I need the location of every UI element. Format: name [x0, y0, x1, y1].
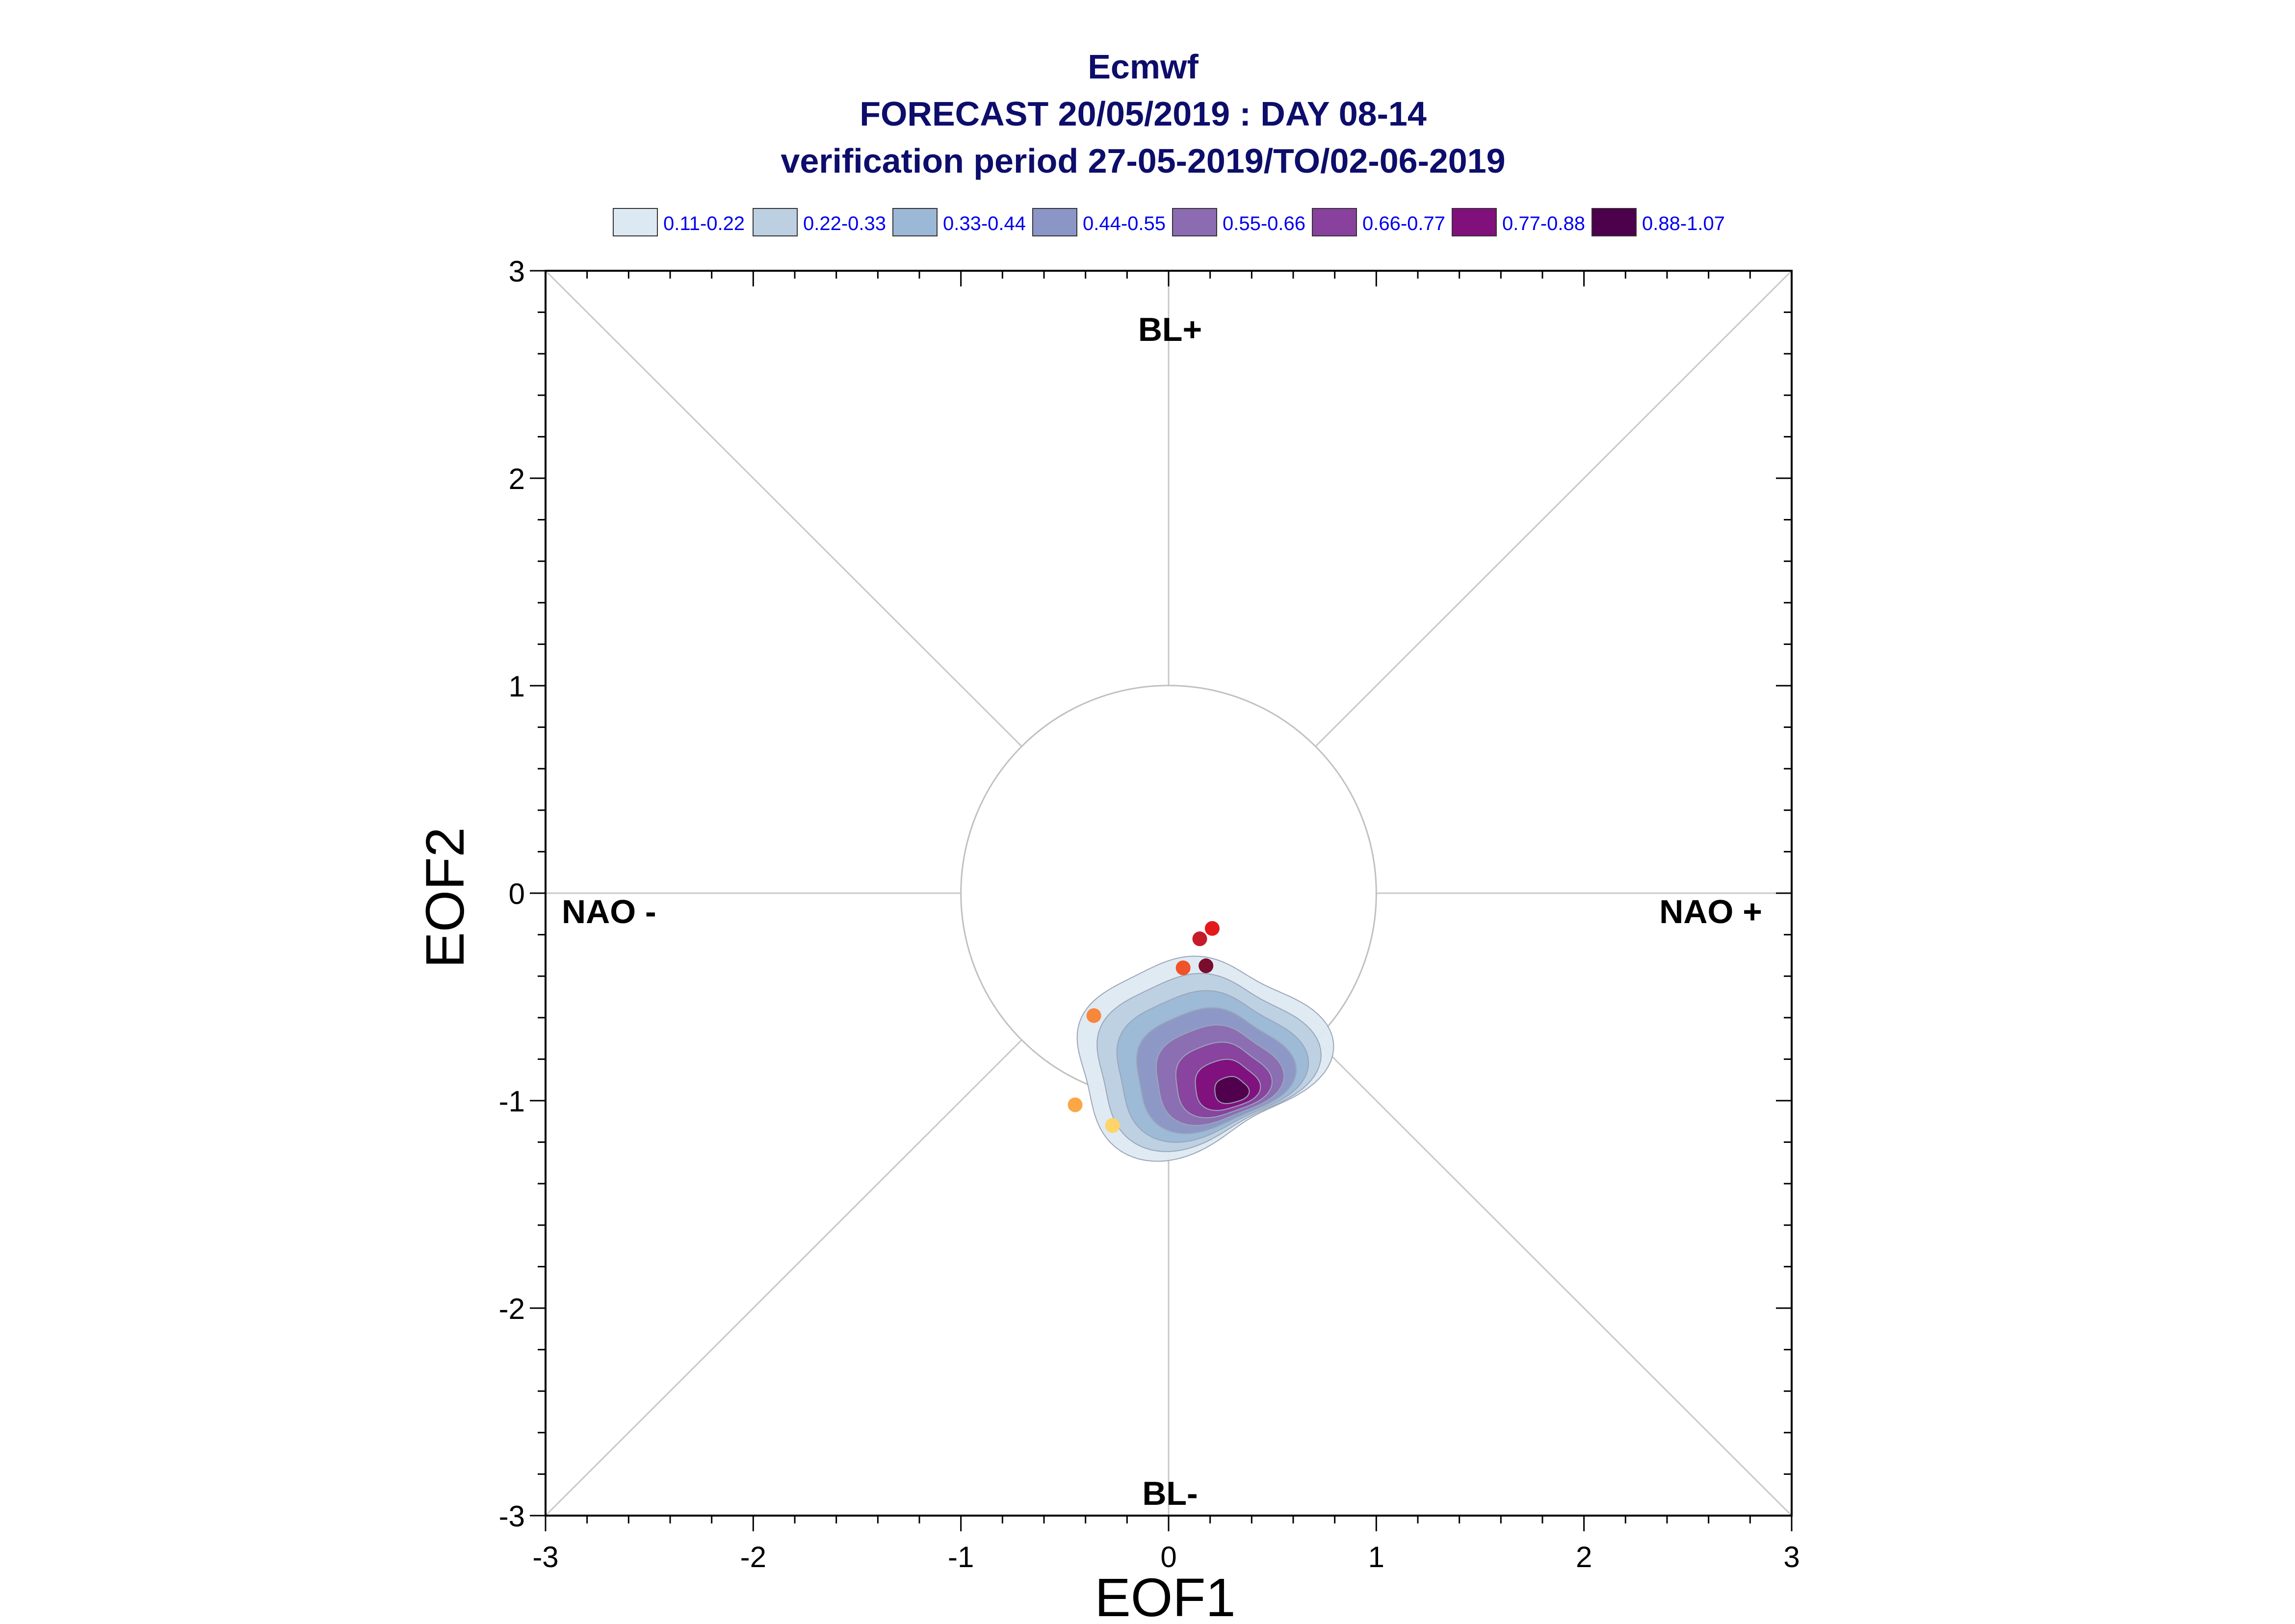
y-tick-label: 2: [509, 463, 525, 495]
y-tick-label: 3: [509, 255, 525, 288]
region-label-bottom: BL-: [1142, 1475, 1198, 1512]
density-contours: [1076, 955, 1334, 1162]
density-contour-level-8: [1214, 1076, 1250, 1104]
y-tick-label: -2: [499, 1292, 525, 1325]
chart-title: Ecmwf FORECAST 20/05/2019 : DAY 08-14 ve…: [781, 48, 1505, 180]
forecast-point-4: [1175, 960, 1191, 976]
legend-swatch-7: [1452, 208, 1497, 236]
legend-swatch-2: [753, 208, 798, 236]
x-tick-label: 3: [1783, 1541, 1799, 1573]
legend-swatch-1: [613, 208, 658, 236]
plot-area: -3 -2 -1 0 1 2 3 -3 -2 -1 0 1 2 3: [499, 255, 1800, 1573]
x-tick-label: -2: [740, 1541, 766, 1573]
legend-label-3: 0.33-0.44: [943, 213, 1026, 234]
legend-label-1: 0.11-0.22: [663, 213, 745, 234]
forecast-point-7: [1105, 1118, 1120, 1133]
forecast-point-1: [1204, 921, 1220, 936]
density-legend: 0.11-0.22 0.22-0.33 0.33-0.44 0.44-0.55 0.55…: [613, 208, 1725, 236]
legend-swatch-8: [1591, 208, 1637, 236]
forecast-point-6: [1068, 1097, 1083, 1112]
forecast-point-3: [1199, 958, 1214, 974]
legend-swatch-6: [1312, 208, 1357, 236]
y-tick-label: 1: [509, 670, 525, 703]
y-tick-label: -1: [499, 1085, 525, 1118]
x-tick-label: 1: [1368, 1541, 1384, 1573]
region-label-right: NAO +: [1659, 893, 1762, 930]
y-tick-label: -3: [499, 1500, 525, 1533]
legend-label-2: 0.22-0.33: [803, 213, 886, 234]
forecast-point-2: [1192, 931, 1207, 947]
legend-label-4: 0.44-0.55: [1083, 213, 1166, 234]
title-line-3: verification period 27-05-2019/TO/02-06-…: [781, 142, 1505, 180]
legend-swatch-5: [1172, 208, 1217, 236]
title-line-2: FORECAST 20/05/2019 : DAY 08-14: [860, 95, 1427, 133]
legend-label-5: 0.55-0.66: [1223, 213, 1305, 234]
forecast-points: [1068, 921, 1220, 1133]
legend-swatch-3: [892, 208, 938, 236]
region-label-left: NAO -: [562, 893, 656, 930]
x-tick-label: 0: [1160, 1541, 1176, 1573]
legend-label-7: 0.77-0.88: [1502, 213, 1585, 234]
axis-ticks: -3 -2 -1 0 1 2 3 -3 -2 -1 0 1 2 3: [499, 255, 1800, 1573]
x-axis-label: EOF1: [1095, 1568, 1235, 1624]
title-line-1: Ecmwf: [1088, 48, 1199, 86]
x-tick-label: -1: [948, 1541, 974, 1573]
legend-label-6: 0.66-0.77: [1362, 213, 1445, 234]
y-tick-label: 0: [509, 877, 525, 910]
legend-swatch-4: [1032, 208, 1077, 236]
guide-lines: [545, 270, 1793, 1517]
forecast-point-5: [1086, 1008, 1101, 1023]
y-axis-label: EOF2: [415, 827, 475, 968]
legend-label-8: 0.88-1.07: [1642, 213, 1725, 234]
x-tick-label: 2: [1576, 1541, 1592, 1573]
region-label-top: BL+: [1138, 311, 1202, 348]
x-tick-label: -3: [532, 1541, 558, 1573]
